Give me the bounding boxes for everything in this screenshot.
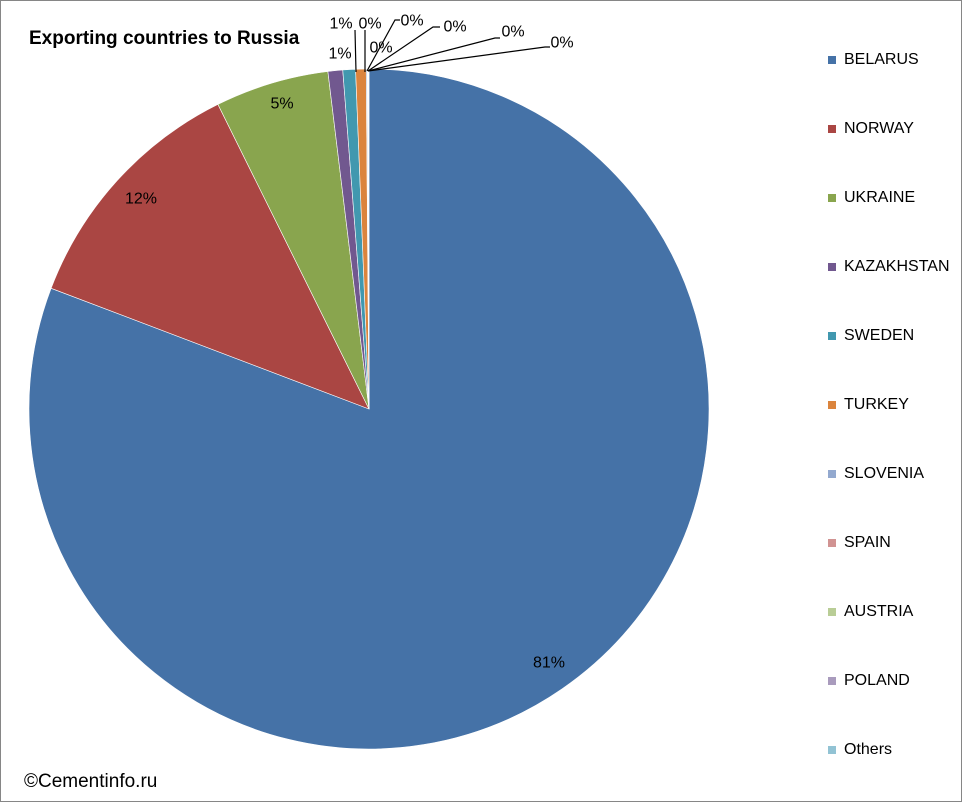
legend-item-turkey: TURKEY xyxy=(828,394,909,416)
legend-item-kazakhstan: KAZAKHSTAN xyxy=(828,256,950,278)
data-label-slovenia: 0% xyxy=(369,40,392,57)
legend-swatch xyxy=(828,332,836,340)
data-label-belarus: 81% xyxy=(533,655,565,672)
data-label-sweden: 1% xyxy=(329,16,352,33)
legend-swatch xyxy=(828,677,836,685)
legend-swatch xyxy=(828,539,836,547)
data-label-turkey: 0% xyxy=(358,16,381,33)
legend-item-belarus: BELARUS xyxy=(828,49,919,71)
legend-swatch xyxy=(828,263,836,271)
legend-label: SLOVENIA xyxy=(844,465,925,482)
leader-line-austria xyxy=(367,26,440,72)
legend-swatch xyxy=(828,401,836,409)
chart-title: Exporting countries to Russia xyxy=(29,28,300,49)
legend-label: BELARUS xyxy=(844,51,919,68)
data-label-others: 0% xyxy=(550,35,573,52)
legend-swatch xyxy=(828,194,836,202)
legend-label: KAZAKHSTAN xyxy=(844,258,950,275)
legend-label: NORWAY xyxy=(844,120,914,137)
legend-swatch xyxy=(828,608,836,616)
pie-slice-norway xyxy=(50,104,370,410)
leader-line-spain xyxy=(366,19,400,72)
copyright-text: ©Cementinfo.ru xyxy=(24,771,158,792)
legend-item-ukraine: UKRAINE xyxy=(828,187,915,209)
legend-label: SPAIN xyxy=(844,534,891,551)
legend-swatch xyxy=(828,470,836,478)
legend-item-others: Others xyxy=(828,739,892,761)
data-label-ukraine: 5% xyxy=(270,96,293,113)
legend-swatch xyxy=(828,56,836,64)
data-label-austria: 0% xyxy=(443,19,466,36)
legend-label: POLAND xyxy=(844,672,910,689)
legend-swatch xyxy=(828,746,836,754)
legend-label: SWEDEN xyxy=(844,327,915,344)
legend-label: Others xyxy=(844,741,893,758)
legend-swatch xyxy=(828,125,836,133)
data-label-kazakhstan: 1% xyxy=(328,46,351,63)
legend-item-austria: AUSTRIA xyxy=(828,601,913,623)
legend-item-poland: POLAND xyxy=(828,670,910,692)
data-label-spain: 0% xyxy=(400,13,423,30)
legend: BELARUS NORWAY UKRAINE KAZAKHSTAN SWEDEN TURK… xyxy=(828,0,958,790)
legend-label: TURKEY xyxy=(844,396,909,413)
legend-label: AUSTRIA xyxy=(844,603,914,620)
legend-item-norway: NORWAY xyxy=(828,118,914,140)
legend-item-slovenia: SLOVENIA xyxy=(828,463,924,485)
data-label-norway: 12% xyxy=(125,191,157,208)
legend-item-sweden: SWEDEN xyxy=(828,325,914,347)
data-label-poland: 0% xyxy=(501,24,524,41)
legend-label: UKRAINE xyxy=(844,189,916,206)
leader-line-others xyxy=(367,46,550,72)
leader-line-poland xyxy=(367,37,500,72)
legend-item-spain: SPAIN xyxy=(828,532,891,554)
leader-line-sweden xyxy=(354,29,357,73)
